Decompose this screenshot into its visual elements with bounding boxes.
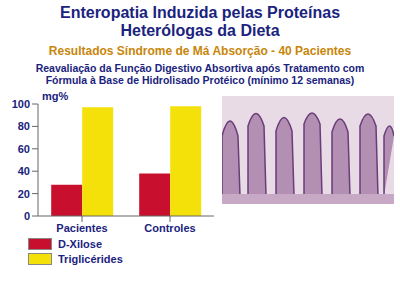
html-text:Resultados Síndrome de Má Abso: Resultados Síndrome de Má Absorção - 40 … bbox=[48, 44, 352, 58]
svg-text:Pacientes: Pacientes bbox=[56, 222, 107, 234]
html-text:Enteropatia Induzida pelas Pro: Enteropatia Induzida pelas Proteínas Het… bbox=[60, 4, 340, 39]
svg-text:0: 0 bbox=[24, 210, 30, 222]
svg-text:40: 40 bbox=[18, 165, 30, 177]
html-text:Reavaliação da Função Digestiv: Reavaliação da Função Digestivo Absortiv… bbox=[35, 62, 365, 86]
html-text:mg%: mg% bbox=[42, 90, 69, 102]
html-text:D-Xilose: D-Xilose bbox=[58, 238, 102, 250]
svg-text:Controles: Controles bbox=[144, 222, 195, 234]
svg-text:20: 20 bbox=[18, 188, 30, 200]
svg-text:80: 80 bbox=[18, 120, 30, 132]
svg-text:100: 100 bbox=[12, 98, 30, 110]
html-text:Triglicérides: Triglicérides bbox=[58, 253, 123, 265]
svg-text:60: 60 bbox=[18, 143, 30, 155]
